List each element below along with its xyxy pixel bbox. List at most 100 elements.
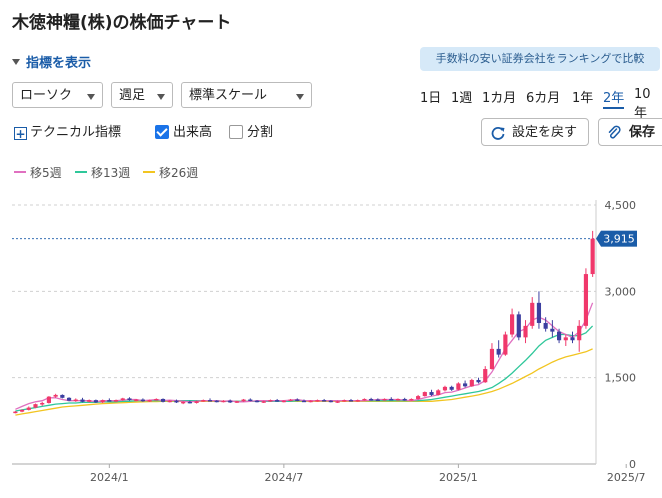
candle-body: [577, 325, 582, 341]
candle-body: [469, 379, 474, 387]
candle-body: [543, 322, 548, 329]
candle-body: [187, 401, 192, 404]
candle-body: [322, 400, 327, 402]
candle-body: [429, 392, 434, 395]
candle-body: [261, 401, 266, 403]
range-10y[interactable]: 10年: [634, 87, 651, 121]
checkbox-checked-icon: [155, 125, 169, 139]
range-2y[interactable]: 2年: [603, 87, 625, 109]
candle-body: [154, 398, 159, 401]
candle-body: [66, 397, 72, 401]
candle-body: [583, 274, 589, 326]
candle-body: [214, 400, 219, 403]
current-price-pointer: [596, 230, 601, 247]
current-price-badge: [601, 230, 637, 247]
range-1y[interactable]: 1年: [572, 91, 594, 106]
candle-body: [40, 402, 45, 405]
save-label: 保存: [629, 125, 656, 140]
technical-label: テクニカル指標: [30, 125, 122, 140]
candle-body: [416, 396, 421, 399]
range-1w[interactable]: 1週: [451, 91, 473, 106]
candle-body: [127, 398, 132, 401]
candle-body: [248, 399, 253, 402]
candle-body: [207, 400, 213, 402]
candle-body: [87, 400, 92, 402]
candle-body: [295, 399, 300, 402]
candle-body: [107, 400, 112, 402]
candle-body: [288, 399, 293, 402]
legend-swatch: [75, 171, 87, 173]
candle-body: [26, 407, 31, 410]
candle-body: [530, 302, 535, 326]
candle-body: [254, 400, 260, 403]
candle-body: [536, 302, 542, 323]
chart-type-select[interactable]: ローソク: [12, 82, 103, 108]
candle-body: [308, 400, 313, 403]
save-button[interactable]: 保存: [598, 118, 662, 146]
x-tick-label: 2025/1: [439, 471, 478, 484]
candle-body: [456, 383, 461, 390]
candle-body: [489, 348, 495, 370]
candle-body: [80, 399, 85, 402]
candle-body: [147, 400, 152, 402]
candle-body: [113, 400, 119, 402]
candle-body: [33, 404, 38, 408]
ranking-banner-link[interactable]: 手数料の安い証券会社をランキングで比較: [420, 47, 660, 71]
y-tick-label: 4,500: [605, 199, 637, 212]
candle-body: [315, 400, 320, 402]
volume-checkbox[interactable]: 出来高: [155, 121, 212, 140]
candle-body: [503, 334, 508, 355]
split-checkbox[interactable]: 分割: [229, 121, 273, 140]
technical-indicator-button[interactable]: + テクニカル指標: [14, 121, 121, 140]
candle-body: [510, 314, 515, 335]
candle-body: [570, 337, 575, 341]
candle-body: [281, 400, 286, 403]
candle-body: [556, 331, 562, 341]
reset-label: 設定を戻す: [512, 125, 578, 140]
indicator-toggle[interactable]: 指標を表示: [12, 52, 91, 71]
split-label: 分割: [247, 125, 274, 140]
candle-body: [516, 314, 521, 338]
range-1m[interactable]: 1カ月: [482, 91, 517, 106]
candle-body: [275, 400, 280, 402]
candle-body: [181, 401, 186, 404]
candle-body: [422, 392, 427, 397]
candle-body: [19, 409, 25, 412]
candle-body: [463, 383, 468, 387]
y-tick-label: 1,500: [605, 372, 637, 385]
range-1d[interactable]: 1日: [420, 91, 442, 106]
legend-swatch: [143, 171, 155, 173]
candle-body: [389, 398, 394, 401]
chevron-down-icon: [87, 94, 95, 100]
period-select[interactable]: 週足: [111, 82, 173, 108]
range-6m[interactable]: 6カ月: [526, 91, 561, 106]
candle-body: [335, 401, 340, 403]
current-price-label: 3,915: [603, 233, 635, 246]
candle-body: [46, 396, 52, 403]
candle-body: [100, 400, 105, 403]
chart-type-value: ローソク: [20, 88, 73, 103]
candle-body: [395, 398, 401, 401]
candle-body: [496, 348, 501, 355]
candle-body: [590, 238, 595, 275]
candle-body: [301, 400, 307, 403]
candle-body: [221, 400, 226, 403]
candle-body: [563, 337, 568, 341]
candle-body: [348, 400, 354, 402]
legend-swatch: [14, 171, 26, 173]
candle-body: [362, 398, 367, 401]
candle-body: [355, 400, 360, 402]
candle-body: [409, 398, 414, 401]
candle-body: [167, 400, 172, 403]
reset-settings-button[interactable]: 設定を戻す: [481, 118, 589, 146]
y-tick-label: 0: [629, 458, 636, 471]
candle-body: [483, 369, 488, 383]
x-tick-label: 2024/1: [90, 471, 129, 484]
x-tick-label: 2025/7: [607, 471, 646, 484]
legend-ma26-label: 移26週: [159, 166, 199, 180]
checkbox-icon: [229, 125, 243, 139]
legend-ma26: 移26週: [143, 164, 198, 181]
candle-body: [375, 399, 380, 402]
x-tick-label: 2024/7: [265, 471, 304, 484]
scale-select[interactable]: 標準スケール: [181, 82, 312, 108]
